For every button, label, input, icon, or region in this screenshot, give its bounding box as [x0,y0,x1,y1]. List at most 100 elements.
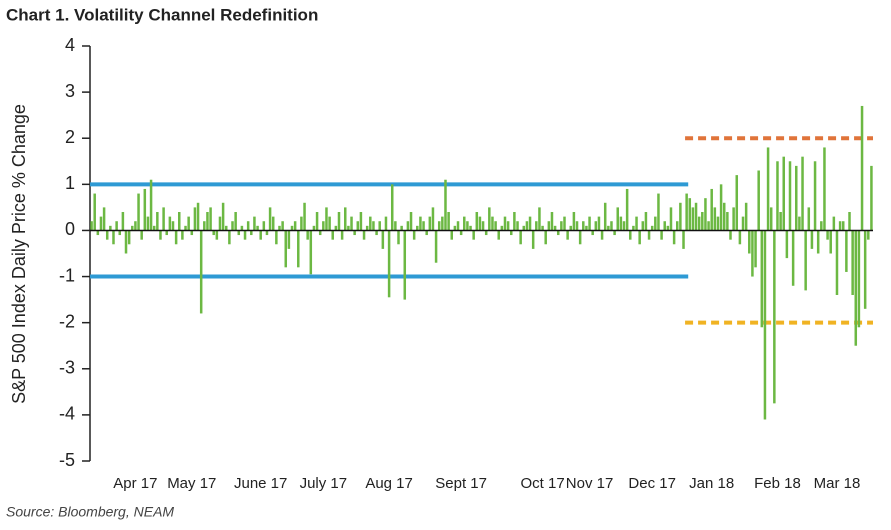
y-tick-label: 1 [65,173,75,193]
bar [137,193,140,231]
bar [406,221,410,231]
bar [303,202,306,231]
bar [315,212,319,231]
bar [146,216,150,231]
bar [271,216,275,231]
bar [575,221,579,231]
bar [528,216,532,231]
bar [284,230,288,268]
bar [820,221,823,231]
bar [412,230,416,240]
bar [629,230,632,240]
bar [591,230,594,236]
bar [666,225,670,231]
bar [165,230,168,236]
bar [265,230,269,236]
bar [685,193,688,231]
bar [647,230,651,240]
y-tick-label: -2 [59,311,75,331]
x-tick-label: May 17 [167,475,216,492]
bar [722,202,726,231]
bar [841,221,845,231]
y-tick-label: 0 [65,219,75,239]
source-note: Source: Bloomberg, NEAM [6,504,174,520]
bar [563,216,566,231]
bar [353,230,356,236]
bar [322,221,325,231]
bar [625,188,629,231]
bar [782,156,785,231]
bar [375,230,378,236]
bar [538,207,541,231]
x-tick-label: Feb 18 [754,475,801,492]
bar [663,221,666,231]
bar [437,221,441,231]
bar [870,165,873,231]
bar [860,105,864,231]
bar [744,202,748,231]
bar [641,221,645,231]
bar [409,212,413,231]
bar [795,165,798,231]
bar [544,230,547,245]
bar [193,207,197,231]
bar [732,207,735,231]
x-tick-label: June 17 [234,475,287,492]
bar [90,221,93,231]
bar [694,202,698,231]
bar [215,230,219,240]
bar [851,230,854,295]
bar [500,225,504,231]
bar [632,225,635,231]
bar [287,230,291,249]
bar [813,161,817,231]
bar [832,216,836,231]
bar [115,221,118,231]
bar [99,216,103,231]
bar [566,230,569,240]
bar [707,221,710,231]
bar [475,212,479,231]
bar [221,202,225,231]
bar [603,202,607,231]
bar [867,230,870,240]
bar [369,216,372,231]
bar [340,230,344,240]
bar [397,230,400,245]
bar [481,221,485,231]
bar [798,216,801,231]
bar [773,230,776,404]
y-tick-label: -4 [59,404,75,424]
bar [525,221,529,231]
bar [823,147,826,231]
bar [237,230,241,236]
bar [519,230,522,245]
bar [729,230,732,240]
bar [441,216,444,231]
bar [259,230,262,240]
bar [447,212,450,231]
bar [607,225,610,231]
bar [801,156,804,231]
bar [497,230,500,240]
bar [262,221,266,231]
bar [535,221,538,231]
bar [387,230,391,298]
bar [431,207,435,231]
y-tick-label: 4 [65,35,75,55]
bar [619,216,623,231]
bar [278,225,281,231]
bar [560,221,563,231]
bar [585,225,588,231]
bar [196,202,200,231]
bar [556,230,560,236]
bar [644,212,648,231]
bar [140,230,143,240]
bar [293,221,297,231]
bar [143,188,147,231]
bar [578,230,582,245]
bar [253,216,256,231]
bar [791,230,795,286]
bar [456,221,460,231]
bar [337,212,341,231]
